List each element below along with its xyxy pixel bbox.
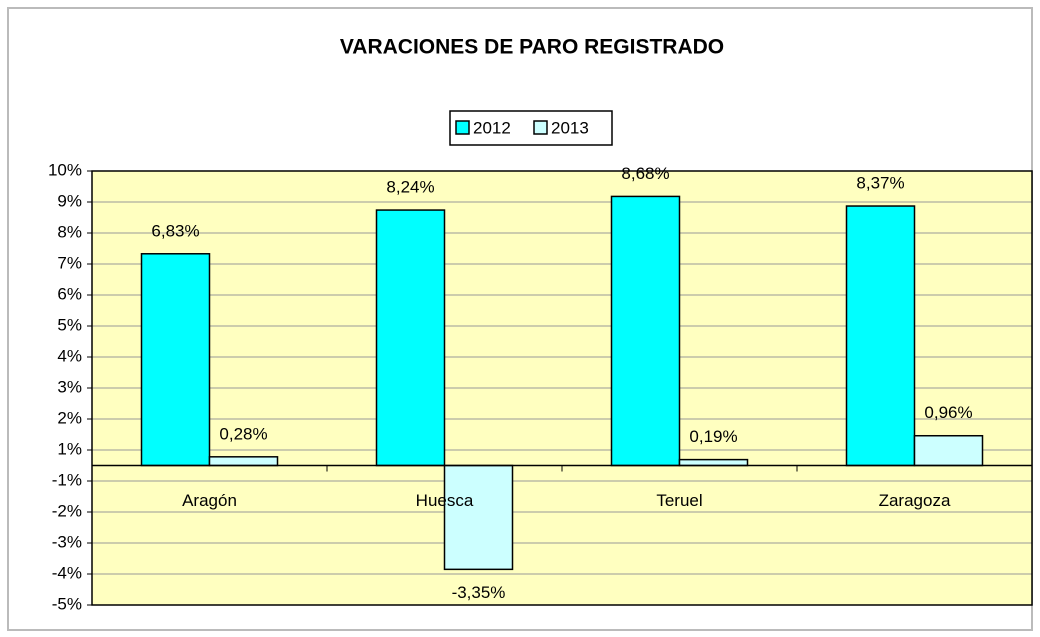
data-label: 0,19% xyxy=(689,427,737,446)
legend-swatch xyxy=(533,120,548,135)
chart-title: VARACIONES DE PARO REGISTRADO xyxy=(340,36,724,59)
y-tick-label: -1% xyxy=(52,470,82,489)
y-tick-label: 4% xyxy=(57,346,82,365)
data-label: 8,68% xyxy=(621,164,669,183)
bar xyxy=(678,458,749,467)
data-label: 8,24% xyxy=(386,178,434,197)
y-tick-label: 9% xyxy=(57,191,82,210)
x-tick-label: Teruel xyxy=(656,491,702,510)
bar xyxy=(610,195,681,467)
y-tick-label: 6% xyxy=(57,284,82,303)
bar xyxy=(443,464,514,571)
bar xyxy=(913,434,984,467)
bar xyxy=(375,209,446,467)
x-tick-label: Zaragoza xyxy=(879,491,951,510)
y-tick-label: 2% xyxy=(57,408,82,427)
plot-border xyxy=(91,170,1033,606)
y-tick-label: 5% xyxy=(57,315,82,334)
y-tick-label: 8% xyxy=(57,222,82,241)
legend-swatch xyxy=(455,120,470,135)
x-tick-label: Aragón xyxy=(182,491,237,510)
legend-label: 2012 xyxy=(473,118,511,137)
data-label: 0,96% xyxy=(924,403,972,422)
x-tick-label: Huesca xyxy=(416,491,474,510)
bar xyxy=(140,253,211,467)
y-tick-label: -4% xyxy=(52,563,82,582)
y-tick-label: -3% xyxy=(52,532,82,551)
y-tick-label: 7% xyxy=(57,253,82,272)
y-tick-label: -2% xyxy=(52,501,82,520)
data-label: -3,35% xyxy=(452,583,506,602)
y-tick-label: -5% xyxy=(52,594,82,613)
legend-label: 2013 xyxy=(551,118,589,137)
y-tick-label: 3% xyxy=(57,377,82,396)
data-label: 8,37% xyxy=(856,174,904,193)
y-tick-label: 10% xyxy=(48,160,82,179)
legend-box xyxy=(449,110,613,146)
bar xyxy=(208,456,279,467)
data-label: 0,28% xyxy=(219,424,267,443)
bar xyxy=(845,205,916,467)
data-label: 6,83% xyxy=(151,221,199,240)
y-tick-label: 1% xyxy=(57,439,82,458)
